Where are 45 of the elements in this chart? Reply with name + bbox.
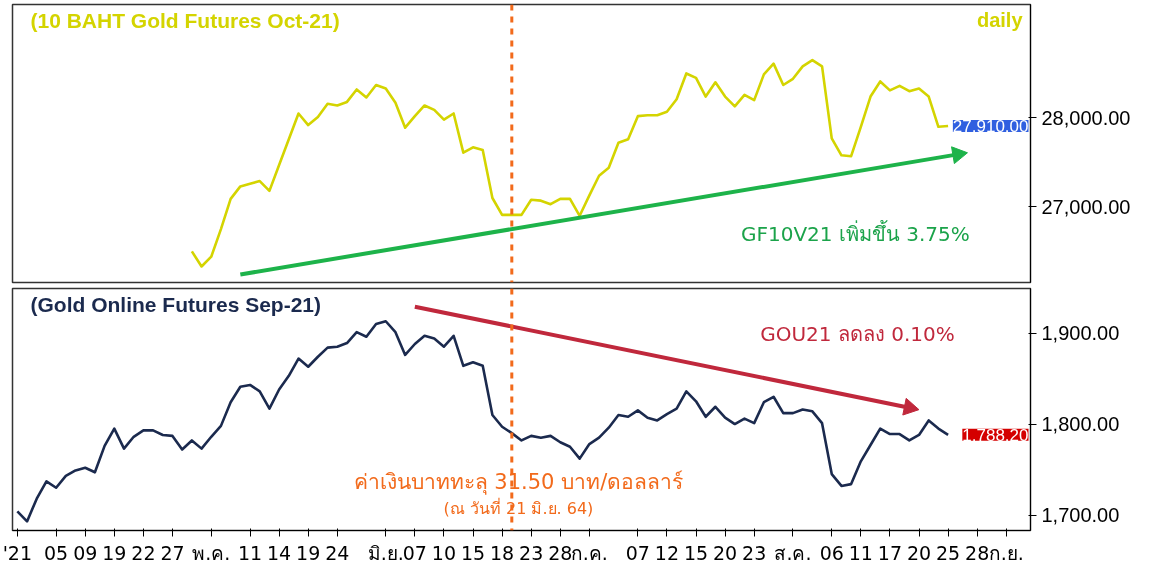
x-tick-label: 05 [44,541,69,564]
y-tick-label: 1,700.00 [1041,504,1120,527]
x-tick-label: 25 [936,541,961,564]
annotation: GF10V21 เพิ่มขึ้น 3.75% [740,220,970,247]
x-tick-label: 06 [819,541,844,564]
x-tick-label: 18 [490,541,515,564]
x-tick-label: '21 [2,541,33,564]
x-tick-label: 19 [296,541,321,564]
x-tick-label: 17 [877,541,903,564]
chart-subtitle: daily [976,8,1024,31]
x-tick-label: 12 [654,541,680,564]
x-tick-label: 07 [402,541,427,564]
annotation: GOU21 ลดลง 0.10% [760,322,955,347]
x-tick-label: 23 [519,541,544,564]
data-label: 1,788.20 [962,425,1029,445]
annotation: ค่าเงินบาททะลุ 31.50 บาท/ดอลลาร์ [353,470,684,496]
x-tick-label: ส.ค. [774,541,812,564]
chart-title: (10 BAHT Gold Futures Oct-21) [30,8,340,32]
x-tick-label: 14 [267,541,292,564]
y-tick-label: 27,000.00 [1041,195,1131,218]
x-tick-label: 11 [237,541,263,564]
x-tick-label: พ.ค. [192,541,231,564]
x-tick-label: 11 [848,541,873,564]
chart-title: (Gold Online Futures Sep-21) [30,292,322,316]
x-tick-label: 07 [625,541,650,564]
x-tick-label: มิ.ย. [367,541,404,564]
x-tick-label: 22 [131,541,156,564]
x-tick-label: 10 [431,541,457,564]
x-tick-label: 19 [102,541,127,564]
x-tick-label: 27 [160,541,185,564]
x-tick-label: 24 [325,541,350,564]
data-label: 27,910.00 [952,116,1029,136]
x-tick-label: 28 [548,541,573,564]
y-tick-label: 28,000.00 [1041,106,1131,129]
x-tick-label: ก.ย. [988,541,1024,564]
x-tick-label: 15 [460,541,486,564]
y-tick-label: 1,800.00 [1041,413,1120,436]
x-tick-label: ก.ค. [570,541,608,564]
x-tick-label: 15 [683,541,709,564]
y-tick-label: 1,900.00 [1041,322,1120,345]
x-tick-label: 20 [906,541,932,564]
x-tick-label: 23 [742,541,767,564]
x-tick-label: 28 [965,541,990,564]
x-tick-label: 20 [713,541,738,564]
x-tick-label: 09 [73,541,98,564]
